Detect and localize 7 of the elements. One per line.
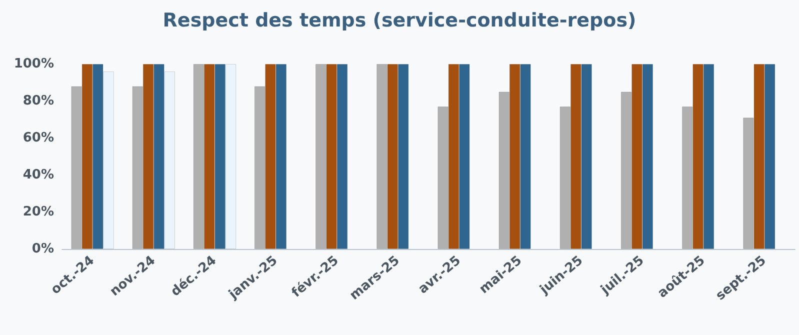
y-tick-label: 40% — [22, 168, 54, 182]
chart-title: Respect des temps (service-conduite-repos) — [162, 10, 636, 32]
y-tick-label: 80% — [22, 94, 54, 108]
y-tick-label: 100% — [14, 56, 54, 72]
y-tick-label: 20% — [22, 204, 54, 220]
y-tick-label: 60% — [22, 130, 54, 146]
y-tick-label: 0% — [32, 242, 54, 256]
